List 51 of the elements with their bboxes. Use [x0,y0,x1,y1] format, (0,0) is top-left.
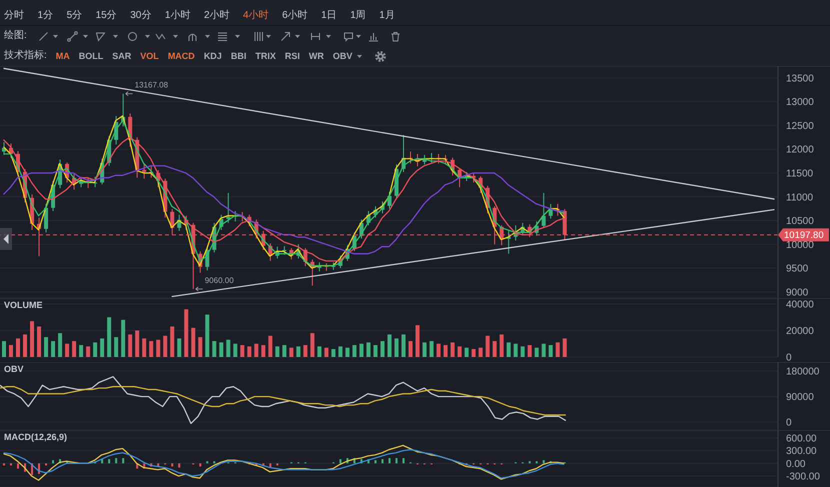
text: 15分 [96,10,117,22]
text: BOLL [78,50,104,62]
text: 分时 [4,10,24,22]
chart-title: MACD(12,26,9) [4,432,68,442]
annotation: 13167.08 [134,80,169,90]
y-tick-label: 9500 [786,264,809,275]
text: TRIX [255,50,276,62]
y-tick-label: 600.00 [786,434,818,445]
y-tick-label: 12000 [786,144,814,156]
y-tick-label: 0 [786,418,792,429]
text: WR [308,50,324,62]
y-tick-label: 20000 [786,326,814,338]
text: 1日 [321,10,337,22]
text: MACD [168,50,195,62]
y-tick-label: 11500 [786,168,814,180]
text: VOL [140,50,159,62]
text: 6小时 [282,10,308,22]
text: 5分 [66,10,82,22]
y-tick-label: 90000 [786,392,814,404]
y-tick-label: 11000 [786,192,814,204]
text: 绘图: [4,30,27,42]
text: 1小时 [164,10,190,22]
text: 1月 [379,10,395,22]
y-tick-label: 300.00 [786,446,818,458]
text: 2小时 [204,10,230,22]
y-tick-label: 10000 [786,240,814,251]
y-tick-label: 13500 [786,73,814,84]
y-tick-label: 9000 [786,287,809,298]
text: BBI [230,50,246,62]
ref-line-label: 10197.80 [784,230,824,242]
text: RSI [284,50,300,62]
annotation: 9060.00 [204,276,234,285]
y-tick-label: 40000 [786,300,814,311]
y-tick-label: 13000 [786,97,814,108]
text: 1周 [350,10,366,22]
chart-title: VOLUME [4,300,43,310]
y-tick-label: 12500 [786,120,814,132]
y-tick-label: 180000 [786,366,820,378]
y-tick-label: 10500 [786,216,814,228]
text: OBV [332,50,352,62]
chart-title: OBV [4,364,24,374]
text: KDJ [204,50,222,62]
text: 30分 [130,10,152,22]
y-tick-label: 0.00 [786,458,806,470]
text: 技术指标: [4,50,47,62]
text: 1分 [38,10,54,22]
text: MA [56,50,70,62]
text: 4小时 [243,10,269,22]
y-tick-label: -300.00 [786,472,820,483]
y-tick-label: 0 [786,352,792,364]
text: SAR [112,50,132,62]
